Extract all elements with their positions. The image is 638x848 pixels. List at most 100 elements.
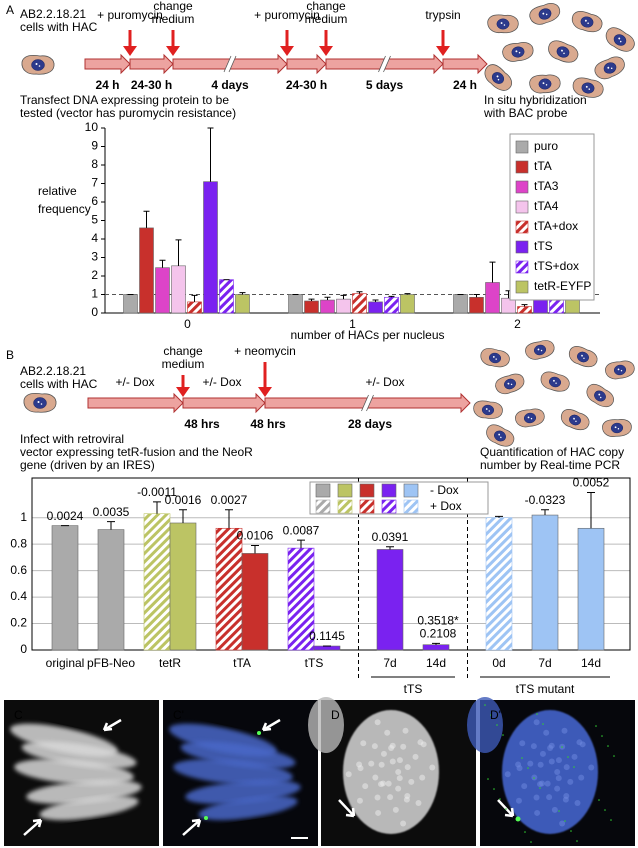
cell-label: AB2.2.18.21 — [20, 7, 86, 21]
y-tick-label: 3 — [91, 250, 98, 264]
bar — [215, 527, 243, 651]
bar — [288, 294, 303, 314]
legend-swatch — [403, 499, 419, 514]
treatment-arrowhead — [258, 387, 272, 397]
bar — [368, 301, 383, 314]
background-speck — [604, 809, 606, 811]
nucleus-spot — [530, 417, 533, 420]
cell — [548, 40, 579, 63]
chromatin-texture — [578, 774, 585, 781]
x-tick-label: 0d — [492, 656, 505, 670]
arrow — [102, 718, 122, 732]
nucleus-spot — [610, 67, 613, 70]
background-speck — [505, 808, 507, 810]
chromatin-texture — [544, 780, 551, 787]
background-speck — [502, 734, 504, 736]
chromatin-texture — [404, 793, 411, 800]
chromatin-texture — [374, 719, 381, 726]
value-annotation: -0.0011 — [137, 485, 177, 499]
chromatin-texture — [543, 729, 550, 736]
chromatin-texture — [396, 757, 403, 764]
treatment-label: change — [153, 0, 193, 13]
result-label: with BAC probe — [483, 106, 568, 120]
bar — [287, 547, 315, 651]
cell — [487, 14, 519, 34]
cell — [540, 371, 570, 392]
chromatin-texture — [380, 780, 387, 787]
nucleus-spot — [583, 357, 585, 360]
nucleus-spot — [598, 393, 601, 396]
bar — [469, 296, 484, 314]
nucleus-spot — [500, 436, 502, 439]
y-tick-label: 8 — [91, 157, 98, 171]
chromatin-texture — [374, 794, 381, 801]
dox-label: +/- Dox — [115, 375, 154, 389]
dox-label: +/- Dox — [202, 375, 241, 389]
chromosome-mass — [21, 741, 137, 769]
duration-label: 24-30 h — [131, 78, 172, 92]
value-annotation: 0.2108 — [420, 627, 457, 641]
nucleus-spot — [587, 22, 589, 25]
chromatin-texture — [516, 765, 523, 772]
x-group-label: tTS — [404, 682, 423, 696]
legend-swatch — [381, 499, 397, 514]
chromatin-texture — [378, 761, 385, 768]
nucleus-spot — [563, 52, 565, 55]
nucleus-spot — [503, 24, 506, 26]
cell-nucleus — [556, 46, 570, 58]
nucleus-spot — [492, 355, 495, 358]
cell — [486, 424, 515, 447]
nucleus-spot — [617, 368, 620, 371]
micrograph-label: D — [331, 708, 340, 722]
bar — [320, 299, 335, 314]
cell-label: cells with HAC — [20, 377, 98, 391]
treatment-label: change — [306, 0, 346, 13]
cell-nucleus — [580, 16, 594, 28]
timeline-break-edge — [383, 55, 391, 73]
chromosome-mass — [173, 758, 293, 786]
error-bar — [308, 298, 315, 301]
chromatin-texture — [527, 760, 534, 767]
chromatin-texture — [533, 794, 540, 801]
chromatin-texture — [387, 794, 394, 801]
protocol-note: Transfect DNA expressing protein to be — [20, 93, 229, 107]
value-annotation: 0.0024 — [47, 509, 84, 523]
arrow — [338, 799, 356, 818]
value-annotation: 0.0016 — [165, 493, 202, 507]
cell — [495, 373, 525, 395]
background-speck — [499, 798, 501, 800]
error-bar — [191, 294, 198, 302]
chromatin-texture — [547, 745, 554, 752]
y-tick-label: 6 — [91, 194, 98, 208]
arrow — [23, 818, 43, 836]
arrow — [497, 799, 515, 818]
protocol-note: tested (vector has puromycin resistance) — [20, 106, 236, 120]
value-annotation: 0.0391 — [372, 530, 409, 544]
treatment-arrowhead — [176, 387, 190, 397]
chromatin-texture — [385, 780, 392, 787]
chromatin-texture — [554, 769, 561, 775]
legend-label: tTS — [534, 239, 553, 253]
bar — [485, 282, 500, 314]
x-tick-label: 7d — [538, 656, 551, 670]
micrograph-label: C' — [173, 708, 184, 722]
value-annotation: 0.0027 — [211, 493, 248, 507]
nucleus-spot — [581, 354, 583, 357]
nucleus-spot — [37, 401, 40, 403]
bar — [352, 293, 367, 314]
nucleus-spot — [561, 49, 563, 52]
timeline-arrow — [442, 53, 488, 75]
bar — [313, 645, 341, 651]
chromatin-texture — [362, 783, 369, 790]
chromosome-mass — [180, 741, 296, 769]
error-bar — [175, 239, 182, 266]
bar — [97, 529, 125, 651]
legend-swatch — [515, 180, 529, 194]
cell-nucleus — [569, 414, 581, 426]
error-bar — [340, 294, 347, 300]
duration-label: 28 days — [348, 417, 392, 431]
background-speck — [576, 840, 578, 842]
bar — [187, 301, 202, 314]
cell-nucleus — [504, 378, 516, 390]
arrow — [182, 818, 202, 836]
